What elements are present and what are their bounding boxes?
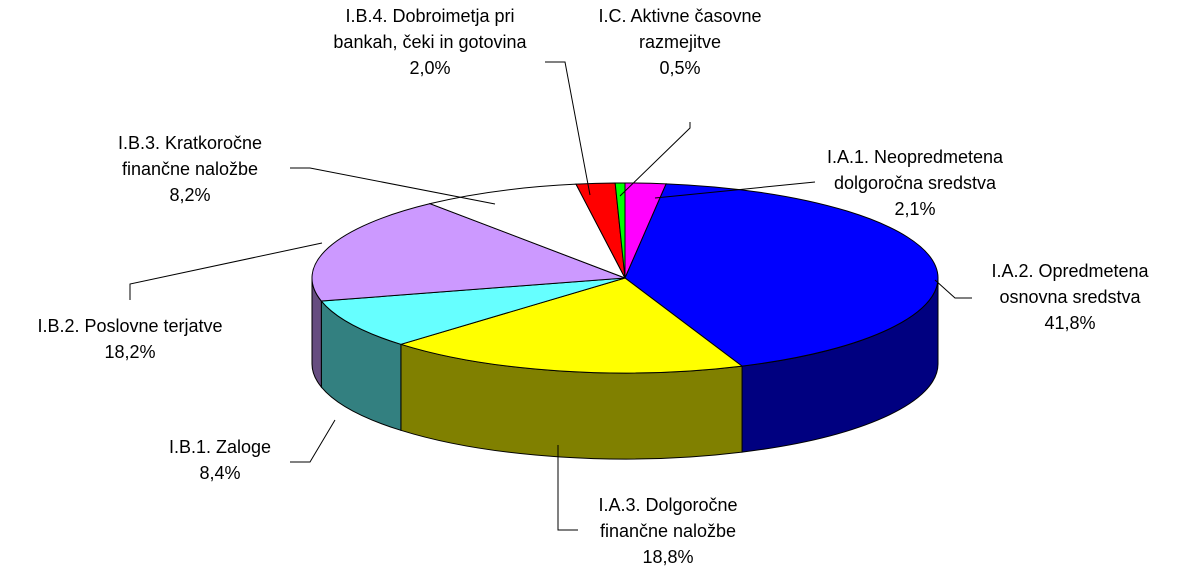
slice-label: I.B.2. Poslovne terjatve 18,2%: [0, 313, 280, 365]
value-label: 8,4%: [199, 463, 241, 483]
slice: [399, 277, 744, 374]
value-label: 18,2%: [104, 342, 156, 362]
category-label: I.B.4. Dobroimetja pri bankah, čeki in g…: [333, 6, 527, 52]
slice-label: I.B.4. Dobroimetja pri bankah, čeki in g…: [320, 3, 540, 81]
category-label: I.B.1. Zaloge: [168, 437, 272, 457]
leader-line: [545, 61, 591, 196]
slice-label: I.A.3. Dolgoročne finančne naložbe 18,8%: [573, 492, 763, 570]
category-label: I.C. Aktivne časovne razmejitve: [598, 6, 762, 52]
leader-line: [619, 122, 691, 197]
slice-label: I.A.2. Opredmetena osnovna sredstva 41,8%: [968, 258, 1173, 336]
value-label: 2,0%: [409, 58, 451, 78]
category-label: I.A.1. Neopredmetena dolgoročna sredstva: [826, 147, 1004, 193]
slice: [624, 183, 939, 367]
slice-label: I.A.1. Neopredmetena dolgoročna sredstva…: [795, 144, 1035, 222]
value-label: 41,8%: [1044, 313, 1096, 333]
value-label: 0,5%: [659, 58, 701, 78]
category-label: I.A.2. Opredmetena osnovna sredstva: [991, 261, 1149, 307]
leader-line: [290, 419, 336, 463]
slice-label: I.C. Aktivne časovne razmejitve 0,5%: [580, 3, 780, 81]
value-label: 2,1%: [894, 199, 936, 219]
leader-line: [557, 445, 578, 531]
slice-label: I.B.3. Kratkoročne finančne naložbe 8,2%: [95, 130, 285, 208]
leader-line: [129, 242, 323, 300]
leader-line: [934, 279, 972, 299]
leader-line: [654, 181, 816, 199]
slice: [614, 182, 626, 279]
value-label: 8,2%: [169, 185, 211, 205]
slice: [320, 277, 626, 345]
leader-line: [290, 167, 496, 205]
slice: [428, 183, 627, 279]
value-label: 18,8%: [642, 547, 694, 567]
category-label: I.B.2. Poslovne terjatve: [37, 316, 223, 336]
category-label: I.B.3. Kratkoročne finančne naložbe: [117, 133, 263, 179]
category-label: I.A.3. Dolgoročne finančne naložbe: [598, 495, 738, 541]
slice-label: I.B.1. Zaloge 8,4%: [70, 434, 370, 486]
slice: [311, 203, 626, 302]
